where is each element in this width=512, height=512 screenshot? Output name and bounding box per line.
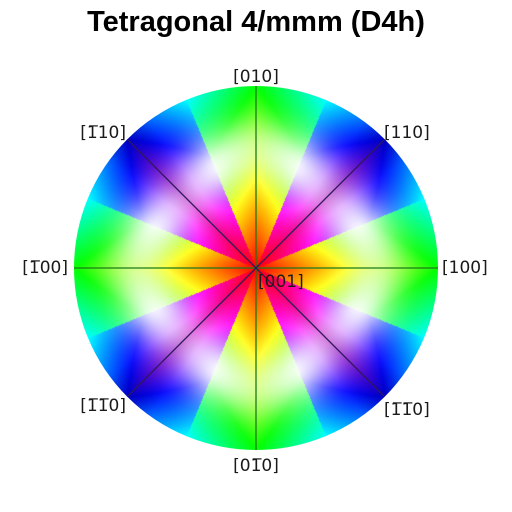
label-010: [010] (233, 67, 279, 87)
label-0-1bar-0: [01̅0] (233, 456, 279, 476)
label-1bar-1bar-0: [1̅1̅0] (80, 396, 126, 416)
figure-title: Tetragonal 4/mmm (D4h) (87, 6, 425, 38)
label-1bar-0-0: [1̅00] (22, 258, 68, 278)
label-1-bar-1-0: [1̅1̅0] (384, 400, 430, 420)
diagonal-line-anti (126, 138, 386, 398)
label-001: [001] (258, 272, 304, 292)
label-1bar-1-0: [1̅10] (80, 123, 126, 143)
label-110: [110] (384, 123, 430, 143)
label-100: [100] (442, 258, 488, 278)
